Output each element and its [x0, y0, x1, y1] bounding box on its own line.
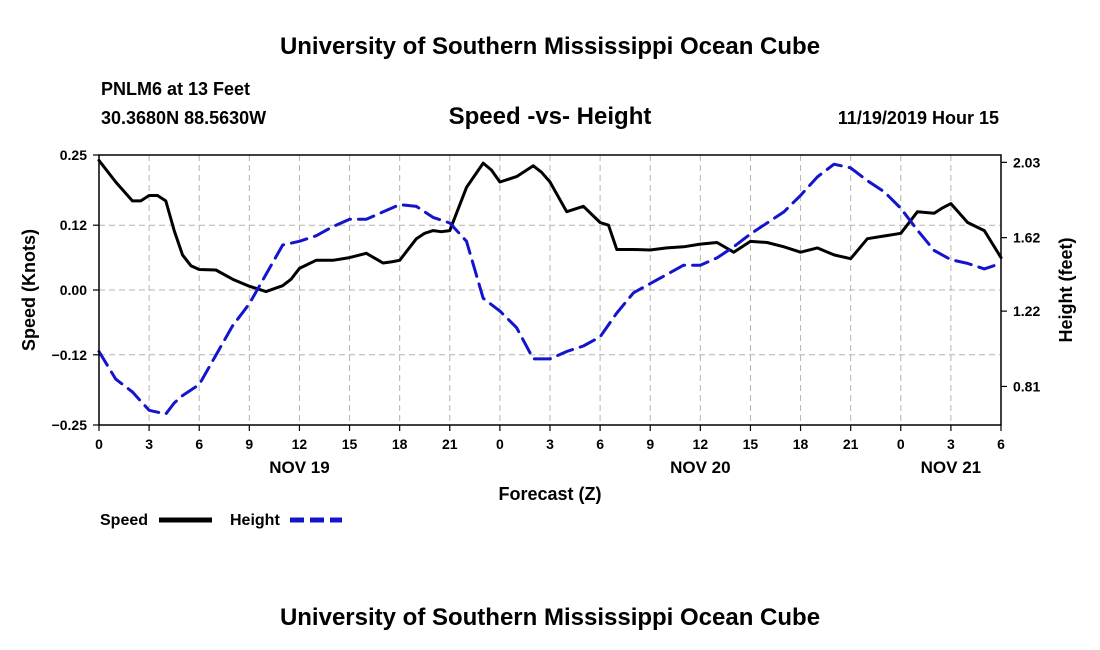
x-axis-title: Forecast (Z): [498, 484, 601, 504]
x-tick-label: 15: [743, 436, 759, 452]
day-label: NOV 20: [670, 458, 730, 477]
y2-tick-label: 1.22: [1013, 303, 1040, 319]
speed-series-line: [97, 158, 1003, 294]
top-title: University of Southern Mississippi Ocean…: [280, 33, 820, 60]
y-tick-label: −0.25: [52, 417, 88, 433]
series-layer: [97, 158, 1003, 416]
x-tick-label: 21: [843, 436, 859, 452]
x-tick-label: 0: [897, 436, 905, 452]
x-tick-label: 0: [95, 436, 103, 452]
y-axis-title: Speed (Knots): [19, 229, 39, 351]
x-tick-label: 15: [342, 436, 358, 452]
station-label: PNLM6 at 13 Feet: [101, 79, 250, 99]
x-tick-label: 3: [145, 436, 153, 452]
bottom-title: University of Southern Mississippi Ocean…: [280, 604, 820, 631]
grid: [99, 155, 1001, 425]
height-series-line: [97, 162, 1003, 416]
x-tick-label: 9: [646, 436, 654, 452]
x-tick-label: 18: [392, 436, 408, 452]
x-tick-label: 6: [195, 436, 203, 452]
y2-tick-label: 1.62: [1013, 230, 1040, 246]
chart-title: Speed -vs- Height: [449, 103, 652, 130]
axes: 0 3 6 9 12 15 18 21 0 3 6 9 12 15 18 21 0 3 6 0.25 0.12 0.00 −…: [52, 147, 1041, 477]
y2-axis-title: Height (feet): [1056, 238, 1076, 343]
legend-speed-label: Speed: [100, 512, 148, 529]
x-tick-label: 21: [442, 436, 458, 452]
x-tick-label: 0: [496, 436, 504, 452]
legend: Speed Height: [100, 512, 342, 529]
y-tick-label: −0.12: [52, 347, 88, 363]
y-tick-label: 0.00: [60, 282, 87, 298]
y-tick-label: 0.25: [60, 147, 87, 163]
x-tick-label: 6: [997, 436, 1005, 452]
y2-tick-label: 2.03: [1013, 154, 1040, 170]
y2-tick-label: 0.81: [1013, 378, 1040, 394]
day-label: NOV 21: [921, 458, 981, 477]
x-tick-label: 12: [693, 436, 709, 452]
day-label: NOV 19: [269, 458, 329, 477]
x-tick-label: 9: [245, 436, 253, 452]
x-tick-label: 6: [596, 436, 604, 452]
datetime-label: 11/19/2019 Hour 15: [838, 108, 999, 128]
y-tick-label: 0.12: [60, 217, 87, 233]
legend-height-label: Height: [230, 512, 280, 529]
x-tick-label: 3: [947, 436, 955, 452]
coords-label: 30.3680N 88.5630W: [101, 108, 266, 128]
x-tick-label: 18: [793, 436, 809, 452]
x-tick-label: 3: [546, 436, 554, 452]
x-tick-label: 12: [292, 436, 308, 452]
